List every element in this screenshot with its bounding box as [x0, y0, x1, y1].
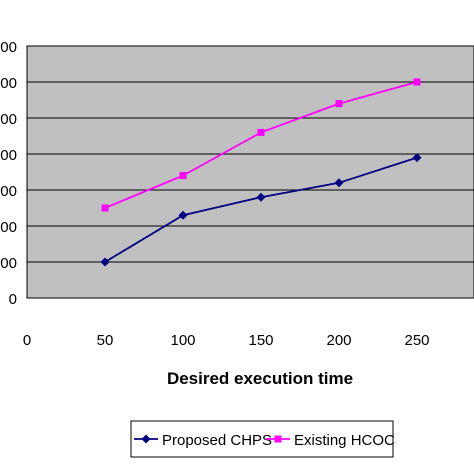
grid-lines — [27, 45, 474, 263]
series-markers — [100, 78, 422, 267]
point-0-3 — [334, 178, 344, 188]
point-0-1 — [178, 210, 188, 220]
x-axis-tick-labels: 0 50 100 150 200 250 — [23, 332, 430, 349]
legend-swatch-marker-existing — [274, 435, 282, 443]
x-tick-label-1: 50 — [97, 332, 114, 349]
x-tick-label-4: 200 — [326, 332, 351, 349]
point-1-1 — [179, 172, 187, 180]
legend-swatch-marker-proposed — [141, 434, 151, 444]
y-tick-label-3: 300 — [0, 183, 17, 200]
x-tick-label-3: 150 — [248, 332, 273, 349]
y-tick-label-4: 400 — [0, 147, 17, 164]
legend: Proposed CHPS Existing HCOC — [130, 420, 395, 458]
point-0-4 — [412, 153, 422, 163]
x-tick-label-2: 100 — [170, 332, 195, 349]
y-tick-label-6: 600 — [0, 75, 17, 92]
x-tick-label-5: 250 — [404, 332, 429, 349]
y-tick-label-2: 200 — [0, 219, 17, 236]
legend-label-proposed: Proposed CHPS — [162, 432, 272, 449]
y-tick-label-0: 0 — [9, 291, 17, 308]
point-0-2 — [256, 192, 266, 202]
y-axis-tick-labels: 0 100 200 300 400 500 600 700 — [0, 39, 17, 308]
point-1-2 — [257, 128, 265, 136]
legend-box — [130, 420, 394, 458]
y-tick-label-5: 500 — [0, 111, 17, 128]
x-tick-label-0: 0 — [23, 332, 31, 349]
point-1-0 — [101, 204, 109, 212]
y-tick-label-1: 100 — [0, 255, 17, 272]
y-tick-label-7: 700 — [0, 39, 17, 56]
point-0-0 — [100, 257, 110, 267]
point-1-4 — [413, 78, 421, 86]
point-1-3 — [335, 100, 343, 108]
plot-area — [26, 45, 474, 299]
x-axis-label: Desired execution time — [167, 369, 353, 388]
legend-label-existing: Existing HCOC — [294, 432, 395, 449]
